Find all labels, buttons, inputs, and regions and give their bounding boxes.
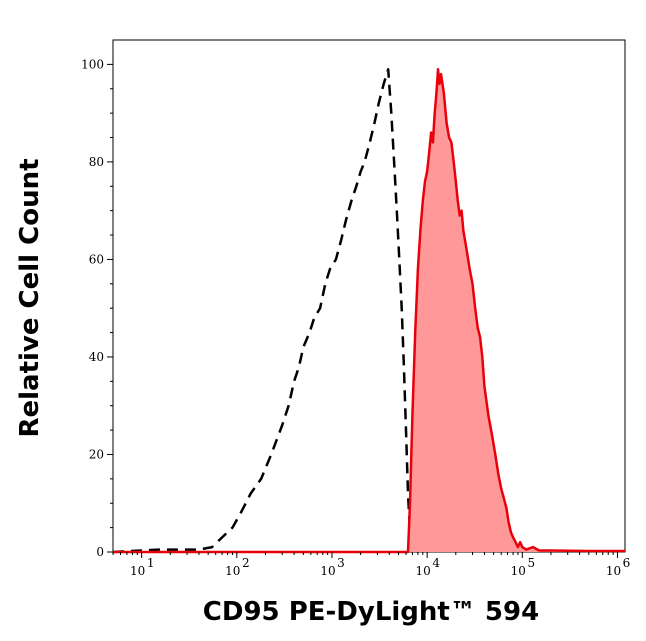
x-tick-label-1: 10 <box>225 564 240 578</box>
series-fill-1 <box>113 69 625 553</box>
x-tick-label-3: 10 <box>415 564 430 578</box>
plot-area <box>112 39 626 553</box>
x-tick-exponent-2: 3 <box>337 556 345 570</box>
y-tick-label-4: 80 <box>89 155 104 169</box>
x-tick-exponent-5: 6 <box>623 556 631 570</box>
y-tick-label-2: 40 <box>89 350 104 364</box>
x-tick-exponent-0: 1 <box>147 556 155 570</box>
x-tick-exponent-4: 5 <box>527 556 535 570</box>
y-axis-title: Relative Cell Count <box>15 158 45 437</box>
x-tick-exponent-3: 4 <box>432 556 440 570</box>
x-axis-title: CD95 PE-DyLight™ 594 <box>203 597 539 627</box>
y-tick-label-0: 0 <box>96 545 104 559</box>
y-tick-label-3: 60 <box>89 252 104 266</box>
y-tick-label-5: 100 <box>81 57 104 71</box>
series-layer <box>112 68 625 554</box>
y-tick-label-1: 20 <box>89 447 104 461</box>
x-tick-label-0: 10 <box>130 564 145 578</box>
x-tick-label-2: 10 <box>320 564 335 578</box>
y-axis: 0 20 40 60 80 100 <box>81 57 113 559</box>
series-line-1 <box>113 68 625 554</box>
x-tick-label-5: 10 <box>606 564 621 578</box>
x-tick-label-4: 10 <box>511 564 526 578</box>
series-line-0 <box>112 68 419 554</box>
x-tick-exponent-1: 2 <box>242 556 250 570</box>
